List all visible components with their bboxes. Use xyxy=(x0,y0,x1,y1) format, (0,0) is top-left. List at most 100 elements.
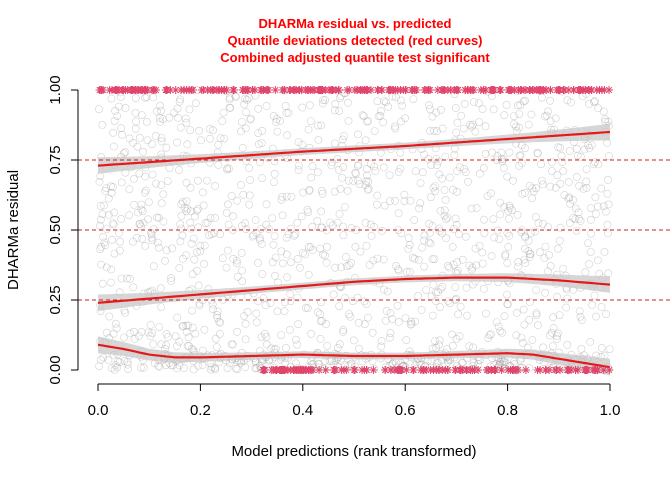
residual-point xyxy=(135,219,144,228)
residual-point xyxy=(603,220,612,229)
residual-point xyxy=(115,229,123,238)
residual-point xyxy=(524,236,533,245)
residual-point xyxy=(472,261,481,270)
residual-point xyxy=(157,340,166,349)
residual-point xyxy=(373,97,382,106)
residual-point xyxy=(306,243,315,251)
residual-point xyxy=(243,96,251,104)
residual-point xyxy=(194,223,203,232)
residual-point xyxy=(410,254,419,263)
x-tick-label: 0.6 xyxy=(395,402,416,419)
residual-point xyxy=(335,302,344,311)
residual-point xyxy=(319,250,327,259)
residual-point xyxy=(468,263,477,272)
residual-point xyxy=(401,314,410,322)
residual-point xyxy=(553,332,561,340)
residual-point xyxy=(426,239,435,248)
residual-point xyxy=(398,101,406,110)
residual-point xyxy=(260,329,269,338)
outlier-marker xyxy=(309,366,317,374)
residual-point xyxy=(132,233,141,242)
residual-point xyxy=(394,317,403,326)
residual-point xyxy=(328,158,336,167)
residual-point xyxy=(180,203,189,212)
residual-point xyxy=(451,214,460,223)
residual-point xyxy=(298,103,307,112)
residual-point xyxy=(426,126,434,135)
outlier-markers xyxy=(95,86,614,374)
outlier-marker xyxy=(162,86,171,94)
residual-point xyxy=(314,121,322,130)
residual-point xyxy=(512,308,521,317)
residual-point xyxy=(144,215,152,224)
residual-point xyxy=(526,298,534,306)
residual-point xyxy=(526,229,535,238)
residual-point xyxy=(564,194,573,203)
residual-point xyxy=(229,254,238,263)
residual-point xyxy=(363,185,372,194)
residual-point xyxy=(225,103,234,112)
residual-point xyxy=(131,124,140,133)
residual-point xyxy=(313,216,322,225)
residual-point xyxy=(579,184,588,193)
outlier-marker xyxy=(506,366,515,374)
residual-point xyxy=(597,343,606,352)
residual-point xyxy=(345,261,354,270)
residual-point xyxy=(251,91,260,100)
residual-point xyxy=(460,100,469,108)
residual-point xyxy=(528,184,537,193)
residual-point xyxy=(379,118,388,127)
residual-point xyxy=(549,324,558,332)
residual-point xyxy=(428,255,437,264)
residual-point xyxy=(343,98,352,107)
outlier-marker xyxy=(243,86,252,94)
residual-point xyxy=(498,357,507,366)
residual-point xyxy=(177,211,186,220)
title-line-2: Quantile deviations detected (red curves… xyxy=(227,33,482,48)
outlier-marker xyxy=(185,86,194,94)
residual-point xyxy=(113,112,122,120)
residual-point xyxy=(186,218,195,227)
residual-point xyxy=(370,127,379,136)
residual-point xyxy=(212,343,221,351)
residual-point xyxy=(96,245,105,253)
residual-point xyxy=(428,222,437,230)
residual-point xyxy=(211,334,220,343)
residual-point xyxy=(257,240,266,248)
outlier-marker xyxy=(532,86,541,94)
quantile-curve xyxy=(97,343,611,369)
residual-point xyxy=(238,266,246,275)
residual-point xyxy=(483,192,492,200)
residual-point xyxy=(466,120,475,129)
residual-point xyxy=(396,164,405,173)
residual-point xyxy=(452,187,461,196)
residual-point xyxy=(426,193,435,202)
residual-point xyxy=(147,233,156,242)
residual-point xyxy=(562,303,570,312)
residual-point xyxy=(374,112,383,120)
residual-point xyxy=(386,309,395,318)
outlier-marker xyxy=(600,86,609,94)
residual-point xyxy=(501,250,510,259)
residual-point xyxy=(286,290,295,298)
residual-point xyxy=(455,332,464,341)
residual-point xyxy=(492,318,501,326)
outlier-marker xyxy=(491,366,500,374)
residual-point xyxy=(604,229,612,238)
residual-point xyxy=(533,149,542,158)
outlier-marker xyxy=(468,366,477,374)
residual-point xyxy=(542,111,551,120)
residual-point xyxy=(559,167,568,175)
residual-point xyxy=(173,104,182,113)
residual-point xyxy=(392,262,401,270)
residual-point xyxy=(196,136,205,145)
residual-point xyxy=(405,240,414,249)
residual-point xyxy=(271,253,280,262)
residual-point xyxy=(125,185,134,194)
residual-point xyxy=(278,259,287,268)
residual-point xyxy=(340,203,349,211)
residual-point xyxy=(206,134,214,143)
residual-point xyxy=(117,93,125,101)
residual-point xyxy=(183,342,192,350)
residual-point xyxy=(241,363,250,372)
